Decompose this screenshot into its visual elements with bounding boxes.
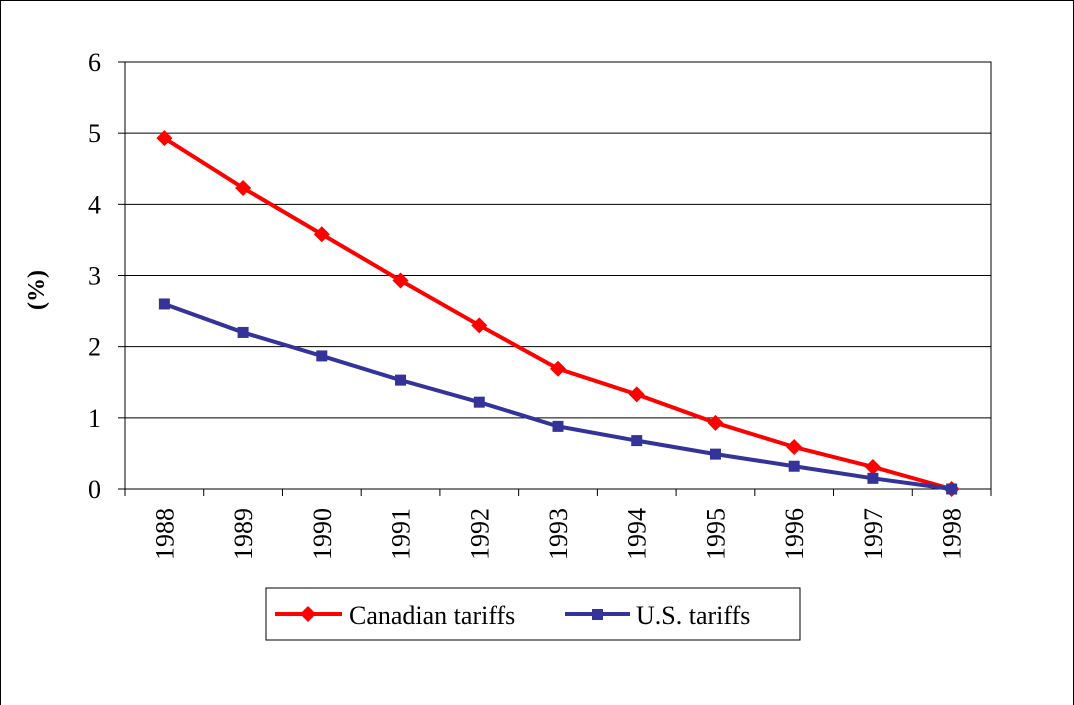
y-tick-label: 4 (88, 190, 101, 219)
data-point (628, 386, 645, 403)
data-point (707, 414, 724, 431)
data-point (471, 317, 488, 334)
data-point (864, 458, 881, 475)
data-point (709, 448, 721, 460)
x-tick-label: 1993 (544, 508, 573, 560)
x-tick-label: 1998 (938, 508, 967, 560)
data-point (156, 130, 173, 147)
data-point (788, 460, 800, 472)
data-point (313, 226, 330, 243)
data-point (395, 374, 407, 386)
data-point (316, 350, 328, 362)
x-tick-label: 1991 (387, 508, 416, 560)
legend: Canadian tariffs U.S. tariffs (265, 587, 801, 641)
y-tick-label: 6 (88, 48, 101, 77)
y-tick-label: 3 (88, 262, 101, 291)
data-point (550, 360, 566, 377)
data-point (237, 326, 249, 338)
data-point (158, 298, 170, 310)
legend-marker-us (592, 609, 603, 620)
x-tick-label: 1990 (308, 508, 337, 560)
data-point (631, 435, 643, 447)
x-tick-labels: 1988 1989 1990 1991 1992 1993 1994 1995 1996 1997… (150, 508, 966, 560)
y-tick-label: 5 (88, 119, 101, 148)
x-tick-label: 1992 (465, 508, 494, 560)
x-tick-label: 1994 (623, 508, 652, 560)
y-axis-title: (%) (24, 270, 50, 310)
series-layer (156, 130, 960, 497)
data-point (235, 179, 252, 196)
x-tick-label: 1989 (229, 508, 258, 560)
legend-label-us: U.S. tariffs (636, 601, 750, 630)
x-tick-label: 1988 (150, 508, 179, 560)
x-tick-label: 1997 (859, 508, 888, 560)
data-point (786, 439, 803, 456)
y-tick-labels: 0 1 2 3 4 5 6 (88, 48, 101, 504)
data-point (867, 472, 879, 484)
y-tick-label: 1 (88, 404, 101, 433)
x-tick-label: 1996 (780, 508, 809, 560)
series-us (158, 298, 958, 495)
x-tick-label: 1995 (701, 508, 730, 560)
data-point (392, 272, 409, 289)
y-tick-label: 0 (88, 475, 101, 504)
data-point (552, 420, 564, 432)
data-point (946, 483, 958, 495)
data-point (473, 396, 485, 408)
legend-label-canadian: Canadian tariffs (349, 601, 515, 630)
y-tick-label: 2 (88, 333, 101, 362)
legend-box (265, 587, 801, 641)
legend-marker-canadian (300, 606, 316, 622)
axes (118, 61, 992, 496)
